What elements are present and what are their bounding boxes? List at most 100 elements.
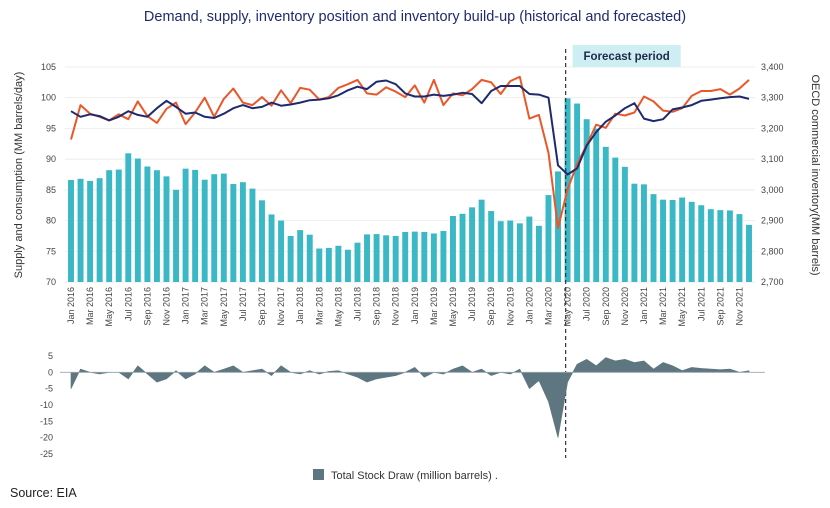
inventory-bar — [421, 231, 428, 282]
source-note: Source: EIA — [10, 486, 77, 500]
stock-draw-panel: 5 0 -5 -10 -15 -20 -25 — [40, 351, 765, 459]
x-tick-label: Mar 2017 — [200, 287, 210, 325]
inventory-bar — [411, 231, 418, 282]
left-tick-label: 95 — [46, 123, 56, 133]
inventory-bar — [192, 169, 199, 282]
x-tick-label: Sep 2020 — [601, 287, 611, 326]
inventory-bar — [669, 199, 676, 282]
inventory-bar — [621, 166, 628, 282]
chart-title: Demand, supply, inventory position and i… — [143, 9, 687, 25]
left-axis-label: Supply and consumption (MM barrels/day) — [13, 72, 25, 279]
x-tick-label: May 2021 — [677, 287, 687, 327]
inventory-bar — [335, 245, 342, 282]
inventory-bar — [306, 234, 313, 282]
x-axis-ticks: Jan 2016 Mar 2016 May 2016 Jul 2016 Sep 2016… — [66, 287, 744, 327]
inventory-bar — [392, 235, 399, 282]
inventory-bar — [373, 234, 380, 282]
x-tick-label: May 2020 — [563, 287, 573, 327]
inventory-bar — [650, 194, 657, 282]
inventory-bar — [125, 153, 132, 282]
inventory-bar — [698, 205, 705, 282]
x-tick-label: Nov 2021 — [734, 287, 744, 326]
inventory-bar — [526, 216, 533, 282]
inventory-bar — [87, 180, 94, 282]
x-tick-label: Jul 2019 — [467, 287, 477, 321]
inventory-bars — [68, 98, 752, 282]
inventory-bar — [497, 221, 504, 282]
inventory-bar — [516, 223, 523, 282]
inventory-bar — [488, 211, 495, 282]
upper-gridlines — [65, 66, 755, 283]
inventory-bar — [115, 169, 122, 282]
inventory-bar — [211, 174, 218, 282]
inventory-bar — [545, 195, 552, 282]
consumption-line — [70, 79, 750, 176]
inventory-bar — [134, 158, 141, 282]
inventory-bar — [478, 199, 485, 282]
left-tick-label: 75 — [46, 246, 56, 256]
inventory-bar — [383, 235, 390, 282]
inventory-bar — [688, 201, 695, 282]
legend-label: Total Stock Draw (million barrels) . — [331, 470, 498, 482]
x-tick-label: Sep 2017 — [257, 287, 267, 326]
x-tick-label: Mar 2020 — [543, 287, 553, 325]
inventory-bar — [287, 235, 294, 282]
x-tick-label: Sep 2021 — [715, 287, 725, 326]
stock-draw-legend: Total Stock Draw (million barrels) . — [313, 469, 498, 482]
inventory-bar — [173, 189, 180, 282]
inventory-bar — [602, 146, 609, 282]
stock-tick-label: -15 — [40, 416, 53, 426]
inventory-bar — [736, 214, 743, 282]
inventory-bar — [430, 233, 437, 282]
inventory-bar — [344, 249, 351, 282]
inventory-bar — [726, 210, 733, 282]
inventory-bar — [68, 180, 74, 282]
x-tick-label: Jan 2019 — [410, 287, 420, 324]
inventory-bar — [459, 213, 466, 282]
forecast-marker: Forecast period — [565, 45, 681, 458]
x-tick-label: Mar 2016 — [85, 287, 95, 325]
inventory-bar — [440, 231, 447, 282]
x-tick-label: May 2018 — [333, 287, 343, 327]
inventory-bar — [106, 170, 113, 282]
inventory-bar — [278, 220, 285, 282]
stock-tick-label: -25 — [40, 449, 53, 459]
inventory-bar — [163, 176, 170, 282]
stock-tick-label: 5 — [48, 351, 53, 361]
inventory-bar — [230, 184, 237, 282]
left-tick-label: 100 — [41, 93, 56, 103]
inventory-bar — [469, 207, 476, 282]
inventory-bar — [631, 183, 638, 282]
right-tick-label: 3,400 — [761, 62, 784, 72]
inventory-bar — [717, 210, 724, 282]
stock-tick-label: -10 — [40, 400, 53, 410]
inventory-bar — [201, 179, 208, 282]
x-tick-label: May 2016 — [104, 287, 114, 327]
inventory-bar — [239, 182, 246, 282]
x-tick-label: Nov 2020 — [620, 287, 630, 326]
inventory-bar — [354, 242, 361, 282]
left-tick-label: 105 — [41, 62, 56, 72]
inventory-bar — [593, 128, 600, 282]
x-tick-label: Jul 2016 — [123, 287, 133, 321]
x-tick-label: Jan 2020 — [524, 287, 534, 324]
x-tick-label: Jan 2016 — [66, 287, 76, 324]
x-tick-label: Jan 2018 — [295, 287, 305, 324]
inventory-bar — [707, 209, 714, 282]
inventory-bar — [507, 220, 514, 282]
x-tick-label: May 2019 — [448, 287, 458, 327]
inventory-bar — [612, 157, 619, 282]
x-tick-label: Mar 2019 — [429, 287, 439, 325]
x-tick-label: Nov 2019 — [505, 287, 515, 326]
x-tick-label: Sep 2018 — [372, 287, 382, 326]
legend-swatch — [313, 469, 324, 480]
stock-tick-label: 0 — [48, 367, 53, 377]
inventory-bar — [77, 178, 84, 282]
forecast-label-box — [572, 45, 681, 67]
stock-draw-area — [70, 357, 750, 438]
right-tick-label: 3,200 — [761, 123, 784, 133]
x-tick-label: Sep 2016 — [142, 287, 152, 326]
x-tick-label: Jul 2018 — [352, 287, 362, 321]
supply-line — [70, 75, 750, 229]
